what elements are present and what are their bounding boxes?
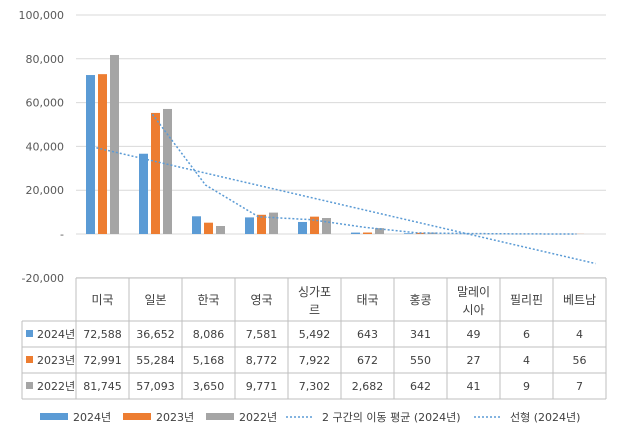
bar — [151, 112, 160, 234]
category-label: 영국 — [250, 293, 272, 307]
y-tick-label: 80,000 — [26, 53, 65, 66]
bar — [98, 74, 107, 234]
table-cell-value: 49 — [467, 328, 481, 341]
legend-swatch — [40, 413, 68, 420]
table-cell-value: 41 — [467, 380, 481, 393]
table-cell-value: 7 — [576, 380, 583, 393]
table-cell-value: 642 — [410, 380, 431, 393]
bar — [375, 228, 384, 234]
bar — [204, 222, 213, 234]
bar — [257, 214, 266, 234]
bar — [404, 233, 413, 234]
y-tick-label: 20,000 — [26, 184, 65, 197]
trendlines — [92, 113, 596, 265]
table-cell-value: 9,771 — [246, 380, 278, 393]
category-label: 미국 — [91, 293, 113, 307]
table-cell-value: 57,093 — [136, 380, 175, 393]
table-cell-value: 3,650 — [193, 380, 225, 393]
table-cell-value: 7,922 — [299, 354, 331, 367]
bar — [192, 216, 201, 234]
legend-label: 선형 (2024년) — [510, 411, 580, 424]
table-cell-value: 7,302 — [299, 380, 331, 393]
table-cell-value: 5,492 — [299, 328, 331, 341]
legend: 2024년 2023년 2022년 2 구간의 이동 평균 (2024년) 선형 (20… — [40, 411, 580, 424]
table-cell-value: 56 — [573, 354, 587, 367]
y-tick-label: -20,000 — [22, 272, 64, 285]
bar — [139, 153, 148, 234]
legend-label: 2 구간의 이동 평균 (2024년) — [322, 411, 461, 424]
table-cell-value: 72,991 — [83, 354, 122, 367]
series-key-swatch — [26, 330, 33, 337]
table-cell-value: 4 — [523, 354, 530, 367]
bar — [86, 75, 95, 234]
table-cell-value: 672 — [357, 354, 378, 367]
trendline-moving-average — [151, 113, 577, 235]
y-axis: 100,000 80,000 60,000 40,000 20,000 - -20,000 — [19, 9, 65, 285]
category-label: 싱가포 — [298, 285, 331, 299]
bar — [163, 108, 172, 234]
legend-label: 2022년 — [239, 411, 277, 424]
table-cell-value: 81,745 — [83, 380, 122, 393]
bar — [110, 54, 119, 234]
bars — [86, 54, 596, 234]
bar — [351, 232, 360, 234]
y-tick-label: 60,000 — [26, 97, 65, 110]
category-label: 말레이 — [457, 285, 490, 299]
table-cell-value: 8,772 — [246, 354, 278, 367]
y-tick-label: - — [60, 228, 64, 241]
table-cell-value: 27 — [467, 354, 481, 367]
table-cell-value: 72,588 — [83, 328, 122, 341]
table-cell-value: 7,581 — [246, 328, 278, 341]
category-label: 홍콩 — [409, 293, 431, 307]
category-label: 일본 — [144, 293, 166, 307]
y-tick-label: 100,000 — [19, 9, 65, 22]
bar — [322, 218, 331, 234]
legend-swatch — [206, 413, 234, 420]
table-cell-value: 5,168 — [193, 354, 225, 367]
category-label: 한국 — [197, 293, 219, 307]
legend-swatch — [123, 413, 151, 420]
series-row-label: 2023년 — [37, 354, 75, 367]
bar — [363, 232, 372, 234]
bar — [216, 226, 225, 234]
table-cell-value: 9 — [523, 380, 530, 393]
table-cell-value: 6 — [523, 328, 530, 341]
y-tick-label: 40,000 — [26, 140, 65, 153]
table-cell-value: 2,682 — [352, 380, 384, 393]
category-label: 태국 — [356, 293, 378, 307]
legend-label: 2024년 — [73, 411, 111, 424]
table-cell-value: 643 — [357, 328, 378, 341]
bar — [310, 216, 319, 234]
category-label: 르 — [309, 303, 320, 317]
bar — [269, 212, 278, 234]
bar — [298, 221, 307, 234]
series-key-swatch — [26, 382, 33, 389]
series-row-label: 2022년 — [37, 380, 75, 393]
table-cell-value: 55,284 — [136, 354, 175, 367]
table-cell-value: 550 — [410, 354, 431, 367]
category-label: 시아 — [462, 303, 484, 317]
legend-label: 2023년 — [156, 411, 194, 424]
table-cell-value: 341 — [410, 328, 431, 341]
category-label: 필리핀 — [510, 293, 543, 307]
table-cell-value: 4 — [576, 328, 583, 341]
series-key-swatch — [26, 356, 33, 363]
category-label: 베트남 — [563, 293, 596, 307]
table-cell-value: 36,652 — [136, 328, 175, 341]
table-cell-value: 8,086 — [193, 328, 225, 341]
series-row-label: 2024년 — [37, 328, 75, 341]
bar — [245, 217, 254, 234]
